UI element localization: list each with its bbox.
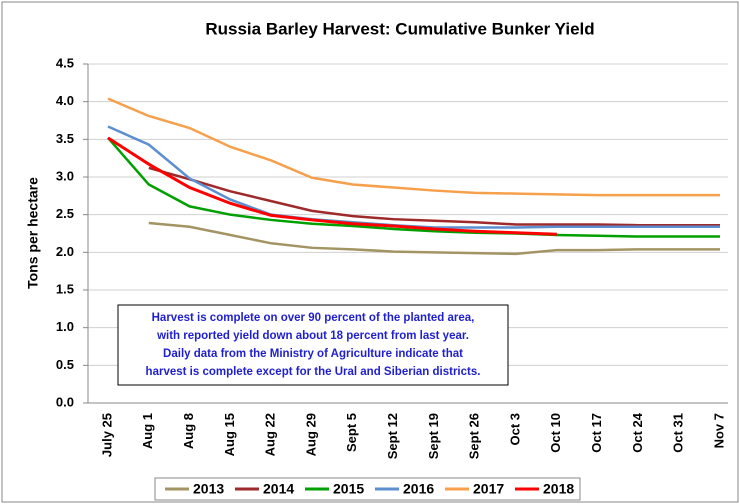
annotation-box bbox=[117, 304, 509, 386]
y-tick-label: 3.0 bbox=[56, 168, 74, 183]
y-tick-label: 2.5 bbox=[56, 206, 74, 221]
x-tick-label: Oct 10 bbox=[548, 413, 563, 453]
chart-title: Russia Barley Harvest: Cumulative Bunker… bbox=[205, 19, 594, 38]
annotation-text: Daily data from the Ministry of Agricult… bbox=[163, 348, 463, 360]
x-tick-label: Aug 22 bbox=[263, 413, 278, 456]
y-tick-label: 4.5 bbox=[56, 55, 74, 70]
x-tick-label: Aug 15 bbox=[222, 413, 237, 456]
annotation-text: with reported yield down about 18 percen… bbox=[156, 330, 469, 342]
x-tick-label: Sept 12 bbox=[385, 413, 400, 459]
y-tick-label: 0.5 bbox=[56, 357, 74, 372]
y-tick-label: 4.0 bbox=[56, 93, 74, 108]
legend-label: 2018 bbox=[543, 481, 574, 497]
y-tick-label: 1.0 bbox=[56, 319, 74, 334]
y-axis-label: Tons per hectare bbox=[25, 177, 41, 289]
y-tick-label: 0.0 bbox=[56, 394, 74, 409]
legend-box bbox=[154, 477, 581, 501]
legend-label: 2014 bbox=[263, 481, 294, 497]
legend-label: 2013 bbox=[193, 481, 224, 497]
x-tick-label: July 25 bbox=[99, 413, 114, 457]
annotation-text: Harvest is complete on over 90 percent o… bbox=[152, 312, 475, 324]
x-tick-label: Sept 26 bbox=[467, 413, 482, 459]
x-tick-label: Aug 1 bbox=[140, 413, 155, 449]
x-tick-label: Nov 7 bbox=[711, 413, 726, 448]
y-tick-label: 3.5 bbox=[56, 131, 74, 146]
series-line bbox=[107, 136, 557, 236]
x-tick-label: Oct 24 bbox=[630, 412, 645, 453]
legend-label: 2015 bbox=[333, 481, 364, 497]
x-tick-label: Sept 5 bbox=[344, 413, 359, 452]
series-line bbox=[148, 166, 720, 227]
x-tick-label: Aug 8 bbox=[181, 413, 196, 449]
series-line bbox=[148, 221, 720, 256]
x-tick-label: Oct 31 bbox=[671, 413, 686, 453]
y-tick-label: 2.0 bbox=[56, 244, 74, 259]
annotation-text: harvest is complete except for the Ural … bbox=[146, 366, 481, 378]
y-tick-label: 1.5 bbox=[56, 281, 74, 296]
legend-label: 2016 bbox=[403, 481, 434, 497]
series-line bbox=[107, 97, 720, 197]
x-tick-label: Oct 17 bbox=[589, 413, 604, 453]
legend-label: 2017 bbox=[473, 481, 504, 497]
x-tick-label: Sept 19 bbox=[426, 413, 441, 459]
series-line bbox=[107, 137, 720, 238]
x-tick-label: Aug 29 bbox=[303, 413, 318, 456]
x-tick-label: Oct 3 bbox=[507, 413, 522, 446]
